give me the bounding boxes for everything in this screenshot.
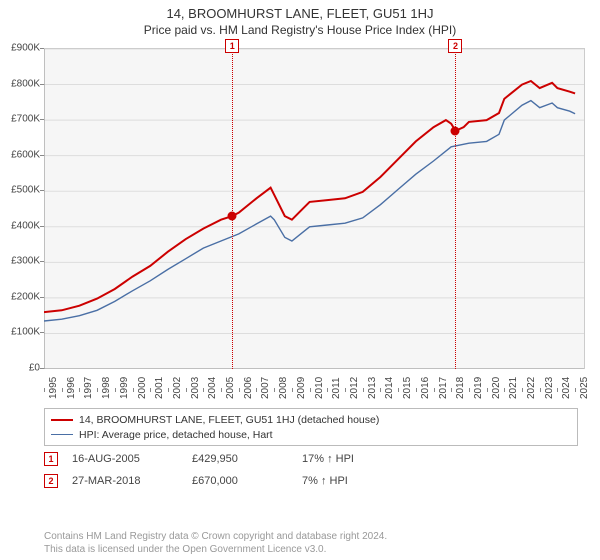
chart-area: 12 £0£100K£200K£300K£400K£500K£600K£700K…: [44, 48, 584, 388]
x-axis-label: 2011: [331, 377, 342, 399]
y-axis-label: £900K: [0, 43, 40, 54]
footer-copyright: Contains HM Land Registry data © Crown c…: [44, 531, 387, 544]
x-axis-label: 2020: [491, 377, 502, 399]
x-axis-label: 2019: [473, 377, 484, 399]
transaction-delta: 7% ↑ HPI: [302, 475, 402, 487]
x-axis-label: 2022: [526, 377, 537, 399]
marker-dot: [228, 212, 237, 221]
x-axis-label: 2024: [561, 377, 572, 399]
x-axis-label: 2004: [207, 377, 218, 399]
x-axis-label: 1997: [83, 377, 94, 399]
marker-dot: [451, 126, 460, 135]
y-axis-label: £300K: [0, 256, 40, 267]
x-axis-label: 2013: [367, 377, 378, 399]
transaction-badge: 2: [44, 474, 58, 488]
x-axis-label: 1996: [66, 377, 77, 399]
x-axis-label: 2023: [544, 377, 555, 399]
y-axis-label: £400K: [0, 220, 40, 231]
x-axis-label: 2009: [296, 377, 307, 399]
x-axis-label: 2010: [314, 377, 325, 399]
x-axis-label: 2016: [420, 377, 431, 399]
x-axis-label: 2014: [384, 377, 395, 399]
y-axis-label: £200K: [0, 291, 40, 302]
y-axis-label: £700K: [0, 114, 40, 125]
y-axis-label: £600K: [0, 149, 40, 160]
plot-svg: [44, 49, 584, 369]
legend: 14, BROOMHURST LANE, FLEET, GU51 1HJ (de…: [44, 408, 578, 446]
marker-vline: [232, 49, 233, 369]
transaction-row: 2 27-MAR-2018£670,0007% ↑ HPI: [44, 470, 402, 492]
x-axis-label: 2007: [260, 377, 271, 399]
legend-label: 14, BROOMHURST LANE, FLEET, GU51 1HJ (de…: [79, 414, 379, 426]
transaction-date: 27-MAR-2018: [72, 475, 192, 487]
y-axis-label: £0: [0, 363, 40, 374]
page: 14, BROOMHURST LANE, FLEET, GU51 1HJ Pri…: [0, 0, 600, 560]
x-axis-label: 1998: [101, 377, 112, 399]
transaction-date: 16-AUG-2005: [72, 453, 192, 465]
y-axis-label: £100K: [0, 327, 40, 338]
x-axis-label: 2000: [137, 377, 148, 399]
x-axis-label: 2001: [154, 377, 165, 399]
plot-region: 12: [44, 48, 585, 369]
x-axis-label: 1999: [119, 377, 130, 399]
transaction-badge: 1: [44, 452, 58, 466]
marker-badge: 1: [225, 39, 239, 53]
transaction-delta: 17% ↑ HPI: [302, 453, 402, 465]
y-axis-label: £800K: [0, 78, 40, 89]
x-axis-label: 2021: [508, 377, 519, 399]
x-axis-label: 2015: [402, 377, 413, 399]
transaction-table: 1 16-AUG-2005£429,95017% ↑ HPI 2 27-MAR-201…: [44, 448, 402, 492]
footer-licence: This data is licensed under the Open Gov…: [44, 544, 387, 557]
series-line: [44, 101, 575, 321]
transaction-row: 1 16-AUG-2005£429,95017% ↑ HPI: [44, 448, 402, 470]
x-axis-label: 2005: [225, 377, 236, 399]
x-axis-label: 2017: [438, 377, 449, 399]
legend-label: HPI: Average price, detached house, Hart: [79, 429, 273, 441]
series-line: [44, 81, 575, 312]
legend-swatch: [51, 434, 73, 435]
transaction-price: £429,950: [192, 453, 302, 465]
x-axis-label: 2003: [190, 377, 201, 399]
legend-item: HPI: Average price, detached house, Hart: [51, 427, 571, 442]
x-axis-label: 2008: [278, 377, 289, 399]
x-axis-label: 2012: [349, 377, 360, 399]
legend-item: 14, BROOMHURST LANE, FLEET, GU51 1HJ (de…: [51, 412, 571, 427]
chart-subtitle: Price paid vs. HM Land Registry's House …: [0, 23, 600, 37]
x-axis-label: 2002: [172, 377, 183, 399]
legend-swatch: [51, 419, 73, 421]
x-axis-label: 1995: [48, 377, 59, 399]
y-axis-label: £500K: [0, 185, 40, 196]
x-axis-label: 2018: [455, 377, 466, 399]
x-axis-label: 2006: [243, 377, 254, 399]
transaction-price: £670,000: [192, 475, 302, 487]
chart-title: 14, BROOMHURST LANE, FLEET, GU51 1HJ: [0, 6, 600, 21]
footer: Contains HM Land Registry data © Crown c…: [44, 531, 387, 556]
x-axis-label: 2025: [579, 377, 590, 399]
marker-badge: 2: [448, 39, 462, 53]
marker-vline: [455, 49, 456, 369]
